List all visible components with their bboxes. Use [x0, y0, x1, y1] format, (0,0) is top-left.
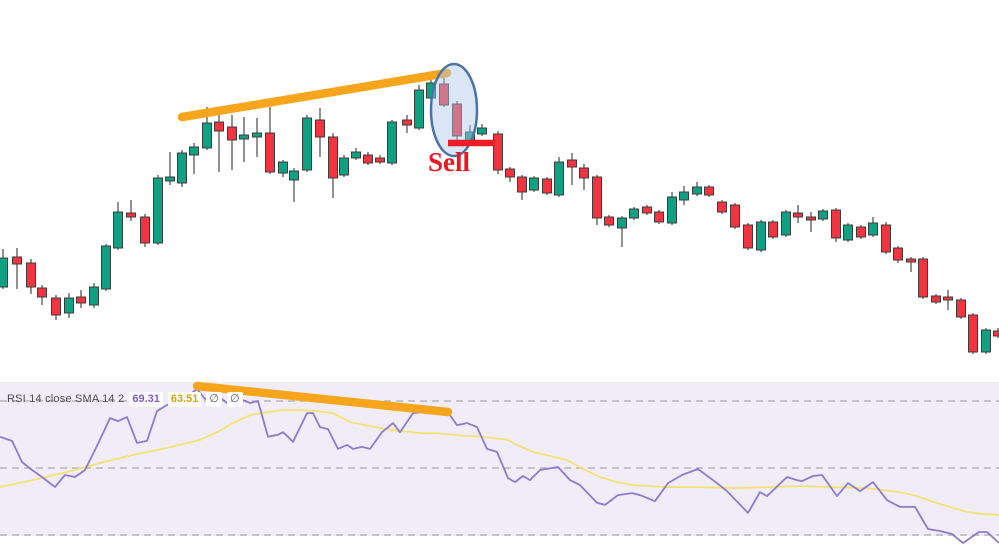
sma-value: 63.51 [167, 392, 202, 407]
bullish-candle [679, 191, 689, 201]
bearish-candle [704, 186, 714, 196]
bullish-candle [302, 117, 312, 171]
candles-layer [0, 76, 999, 354]
bullish-candle [756, 221, 766, 251]
bearish-candle [452, 103, 462, 137]
bullish-candle [339, 157, 349, 176]
bullish-candle [617, 217, 627, 229]
bullish-candle [64, 297, 74, 314]
bearish-candle [265, 132, 275, 173]
bearish-candle [579, 167, 589, 179]
bullish-candle [0, 257, 8, 288]
bullish-candle [278, 161, 288, 174]
bullish-candle [781, 211, 791, 236]
bullish-candle [202, 122, 212, 149]
bearish-candle [918, 258, 928, 298]
bullish-candle [289, 170, 299, 181]
bearish-candle [542, 178, 552, 194]
bearish-candle [881, 224, 891, 253]
bearish-candle [493, 133, 503, 171]
sell-annotation-label[interactable]: Sell [428, 147, 471, 177]
bearish-candle [402, 119, 412, 126]
bullish-candle [189, 146, 199, 156]
bearish-candle [363, 154, 373, 164]
bearish-candle [140, 216, 150, 244]
bullish-candle [868, 222, 878, 236]
bearish-candle [592, 176, 602, 219]
bullish-candle [351, 151, 361, 159]
bearish-candle [831, 209, 841, 239]
bullish-candle [153, 177, 163, 244]
rsi-trendline[interactable] [192, 381, 453, 417]
bearish-candle [37, 287, 47, 298]
bearish-candle [315, 119, 325, 138]
bearish-candle [12, 256, 22, 265]
bullish-candle [89, 286, 99, 306]
bullish-candle [239, 134, 249, 140]
bearish-candle [906, 258, 916, 263]
bearish-candle [717, 201, 727, 213]
bearish-candle [730, 204, 740, 228]
bearish-candle [567, 159, 577, 168]
bearish-candle [956, 299, 966, 318]
bearish-candle [505, 168, 515, 178]
bearish-candle [768, 221, 778, 238]
bullish-candle [101, 245, 111, 290]
bullish-candle [165, 176, 175, 182]
bearish-candle [126, 212, 136, 218]
bullish-candle [414, 89, 424, 129]
highlight-ellipse[interactable] [429, 62, 479, 158]
bearish-candle [642, 206, 652, 214]
bearish-candle [439, 83, 449, 106]
bearish-candle [26, 262, 36, 288]
bearish-candle [214, 121, 224, 132]
bullish-candle [113, 211, 123, 249]
indicator-title[interactable]: RSI 14 close SMA 14 2 [7, 393, 125, 405]
bullish-candle [667, 196, 677, 224]
bullish-candle [529, 177, 539, 191]
hide-icon[interactable]: ∅ [226, 392, 243, 407]
price-trendline[interactable] [177, 68, 452, 122]
bullish-candle [843, 224, 853, 241]
bearish-candle [654, 211, 664, 223]
bullish-candle [177, 152, 187, 184]
bearish-candle [793, 212, 803, 218]
bearish-candle [76, 296, 86, 304]
bullish-candle [818, 210, 828, 220]
bearish-candle [375, 157, 385, 163]
bearish-candle [227, 126, 237, 141]
hide-icon[interactable]: ∅ [206, 392, 222, 407]
bullish-candle [387, 121, 397, 164]
bullish-candle [692, 186, 702, 195]
bearish-candle [968, 314, 978, 353]
bearish-candle [517, 176, 527, 193]
rsi-value: 69.31 [129, 392, 163, 407]
bullish-candle [477, 127, 487, 135]
bearish-candle [931, 295, 941, 303]
bearish-candle [51, 297, 61, 316]
bullish-candle [981, 329, 991, 353]
bearish-candle [604, 216, 614, 226]
bullish-candle [629, 208, 639, 219]
bullish-candle [554, 161, 564, 196]
bearish-candle [806, 216, 816, 221]
bearish-candle [943, 296, 953, 301]
indicator-legend: RSI 14 close SMA 14 2 69.31 63.51 ∅ ∅ [7, 392, 243, 407]
bearish-candle [856, 226, 866, 238]
bearish-candle [993, 330, 999, 337]
sma-line [0, 409, 999, 516]
bullish-candle [252, 132, 262, 138]
bearish-candle [743, 224, 753, 249]
bearish-candle [328, 136, 338, 179]
bearish-candle [893, 247, 903, 261]
